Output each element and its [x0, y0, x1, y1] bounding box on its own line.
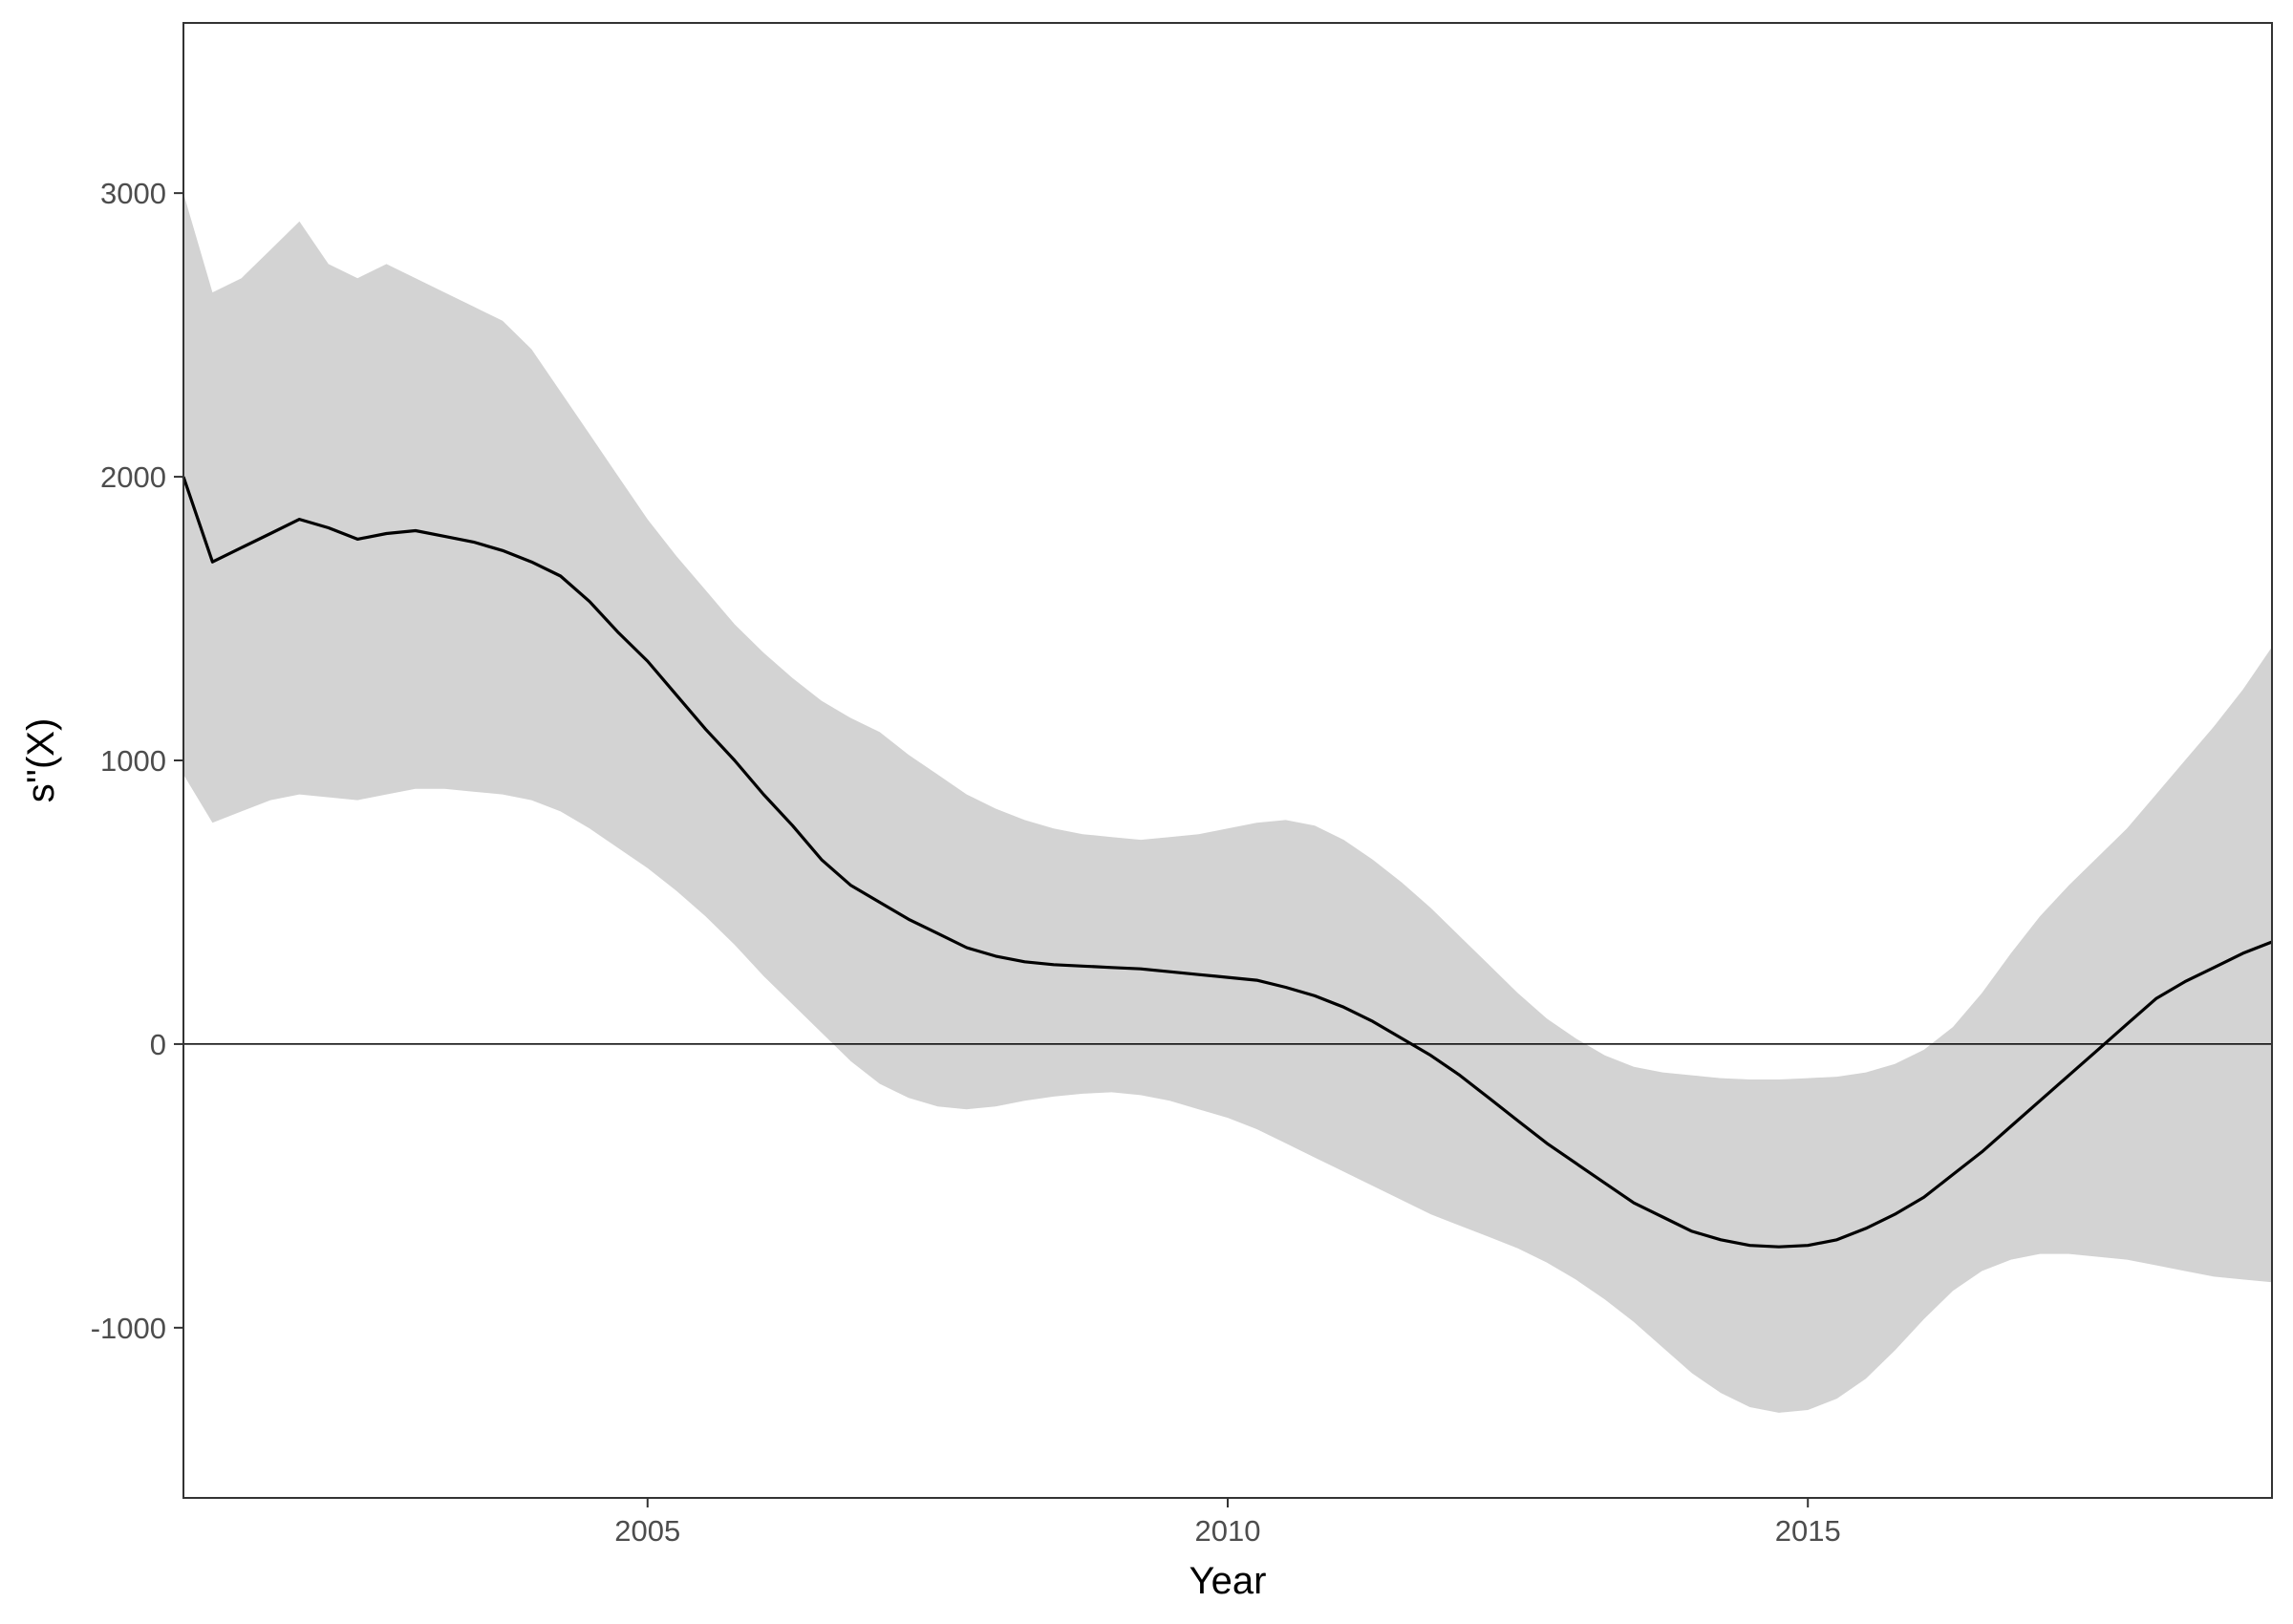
y-tick-label: 1000: [100, 744, 166, 778]
x-tick-label: 2005: [614, 1514, 680, 1548]
y-axis-title: s''(X): [20, 718, 62, 803]
x-tick-label: 2015: [1775, 1514, 1841, 1548]
x-axis: 2005 2010 2015: [614, 1498, 1841, 1548]
confidence-band-layer: [183, 193, 2272, 1413]
estimate-line-layer: [182, 476, 2273, 1249]
y-tick-label: 2000: [100, 460, 166, 494]
y-axis: -1000 0 1000 2000 3000: [91, 177, 183, 1345]
confidence-band: [183, 193, 2272, 1413]
x-tick-label: 2010: [1195, 1514, 1261, 1548]
estimate-line: [182, 476, 2273, 1249]
y-tick-label: -1000: [91, 1312, 166, 1345]
y-tick-label: 0: [150, 1028, 166, 1061]
y-tick-label: 3000: [100, 177, 166, 210]
x-axis-title: Year: [1189, 1560, 1267, 1602]
